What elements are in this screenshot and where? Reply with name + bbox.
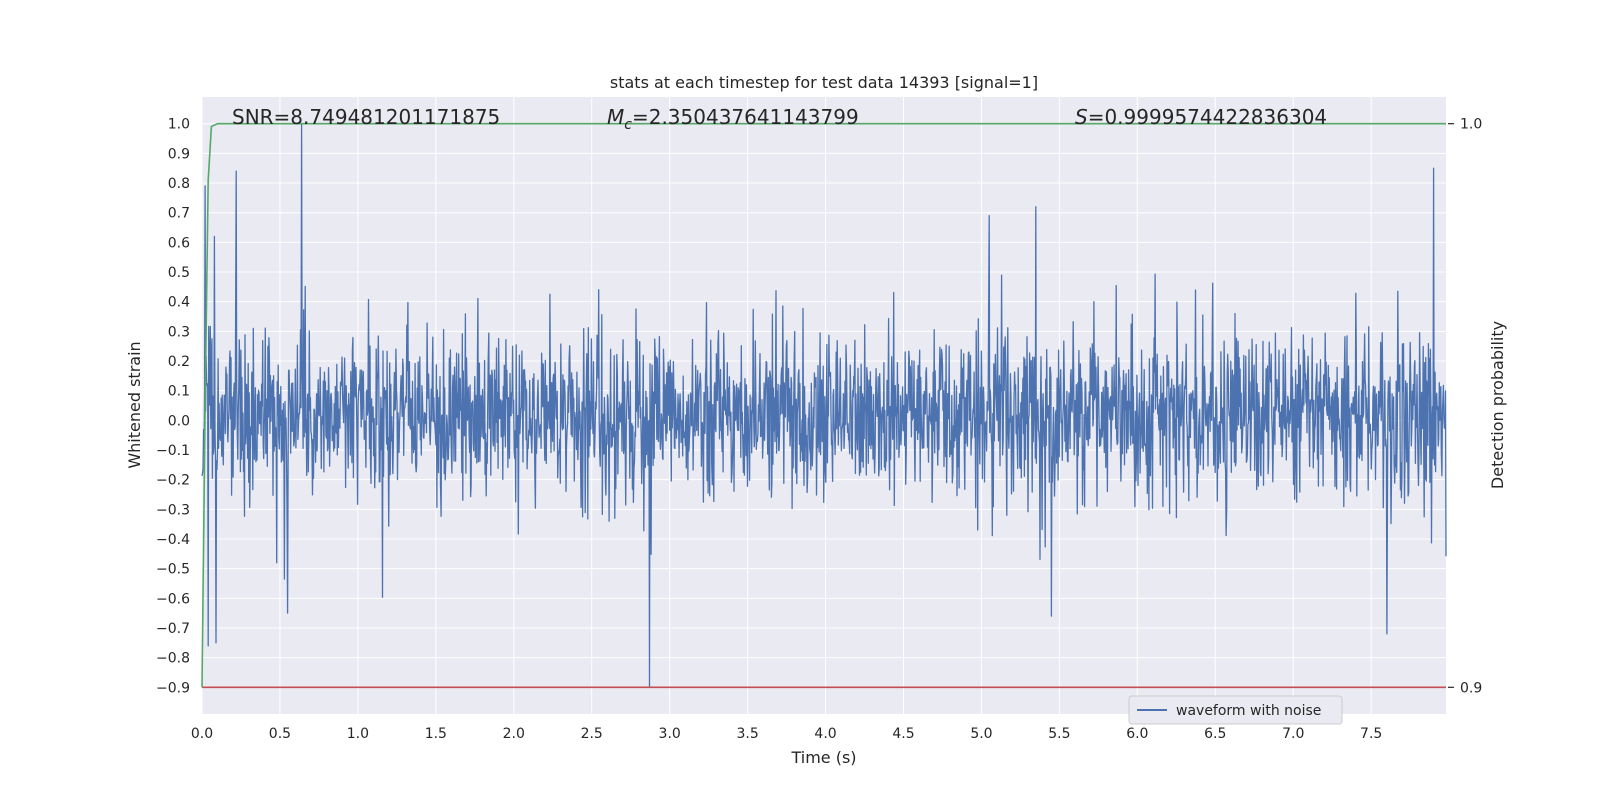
y-tick-label: 0.1: [168, 384, 190, 400]
y-tick-label: −0.6: [156, 591, 190, 607]
y-tick-label: 0.9: [168, 146, 190, 162]
y-tick-label: 0.2: [168, 354, 190, 370]
x-tick-label: 7.5: [1360, 726, 1382, 742]
x-tick-label: 0.0: [191, 726, 213, 742]
y-tick-label: −0.7: [156, 621, 190, 637]
y-tick-label: 0.5: [168, 265, 190, 281]
y2-tick-label: 0.9: [1460, 680, 1482, 696]
y-tick-label: 0.4: [168, 295, 190, 311]
x-tick-label: 2.0: [503, 726, 525, 742]
y-tick-label: −0.9: [156, 680, 190, 696]
detection-probability-line: [201, 122, 1446, 688]
chirp-mass-value: =2.350437641143799: [632, 105, 859, 129]
waveform-line: [201, 123, 1447, 688]
x-tick-label: 1.0: [347, 726, 369, 742]
y-tick-label: 1.0: [168, 117, 190, 133]
x-tick-label: 5.5: [1048, 726, 1070, 742]
y-tick-label: −0.2: [156, 473, 190, 489]
x-tick-label: 3.0: [659, 726, 681, 742]
y-axis-label: Whitened strain: [125, 341, 144, 468]
y-tick-label: −0.5: [156, 562, 190, 578]
y-tick-label: −0.1: [156, 443, 190, 459]
y2-ticks: 1.0 0.9: [1448, 117, 1482, 696]
y2-tick-label: 1.0: [1460, 117, 1482, 133]
x-tick-label: 1.5: [425, 726, 447, 742]
x-tick-label: 2.5: [581, 726, 603, 742]
series-layer: [201, 122, 1447, 689]
x-tick-label: 6.0: [1126, 726, 1148, 742]
chart-title: stats at each timestep for test data 143…: [610, 73, 1038, 92]
s-value: =0.9999574422836304: [1088, 105, 1327, 129]
y-tick-label: −0.8: [156, 651, 190, 667]
chirp-mass-subscript: c: [624, 117, 632, 133]
y-tick-label: 0.7: [168, 206, 190, 222]
legend-box: [1128, 695, 1343, 725]
chirp-mass-symbol: M: [607, 105, 624, 129]
x-tick-label: 7.0: [1282, 726, 1304, 742]
y2-axis-label: Detection probability: [1488, 321, 1507, 489]
y-ticks: 1.0 0.9 0.8 0.7 0.6 0.5 0.4 0.3 0.2 0.1 0.0 −0.1 −0.…: [156, 117, 190, 697]
s-annotation: S=0.9999574422836304: [1075, 105, 1327, 129]
legend-label-waveform: waveform with noise: [1176, 703, 1321, 719]
chirp-mass-annotation: Mc=2.350437641143799: [607, 105, 859, 133]
s-symbol: S: [1075, 105, 1088, 129]
x-tick-label: 4.0: [814, 726, 836, 742]
x-ticks: 0.0 0.5 1.0 1.5 2.0 2.5 3.0 3.5 4.0 4.5 5.0 5.5 6.0 6…: [191, 726, 1382, 742]
y-tick-label: −0.3: [156, 502, 190, 518]
x-tick-label: 4.5: [892, 726, 914, 742]
y-tick-label: 0.0: [168, 413, 190, 429]
snr-annotation: SNR=8.749481201171875: [232, 105, 500, 129]
y-tick-label: 0.3: [168, 324, 190, 340]
x-tick-label: 3.5: [736, 726, 758, 742]
x-axis-label: Time (s): [790, 748, 856, 767]
legend: waveform with noise: [1128, 695, 1343, 725]
y-tick-label: −0.4: [156, 532, 190, 548]
y-tick-label: 0.6: [168, 235, 190, 251]
y-tick-label: 0.8: [168, 176, 190, 192]
x-tick-label: 0.5: [269, 726, 291, 742]
x-tick-label: 5.0: [970, 726, 992, 742]
x-tick-label: 6.5: [1204, 726, 1226, 742]
